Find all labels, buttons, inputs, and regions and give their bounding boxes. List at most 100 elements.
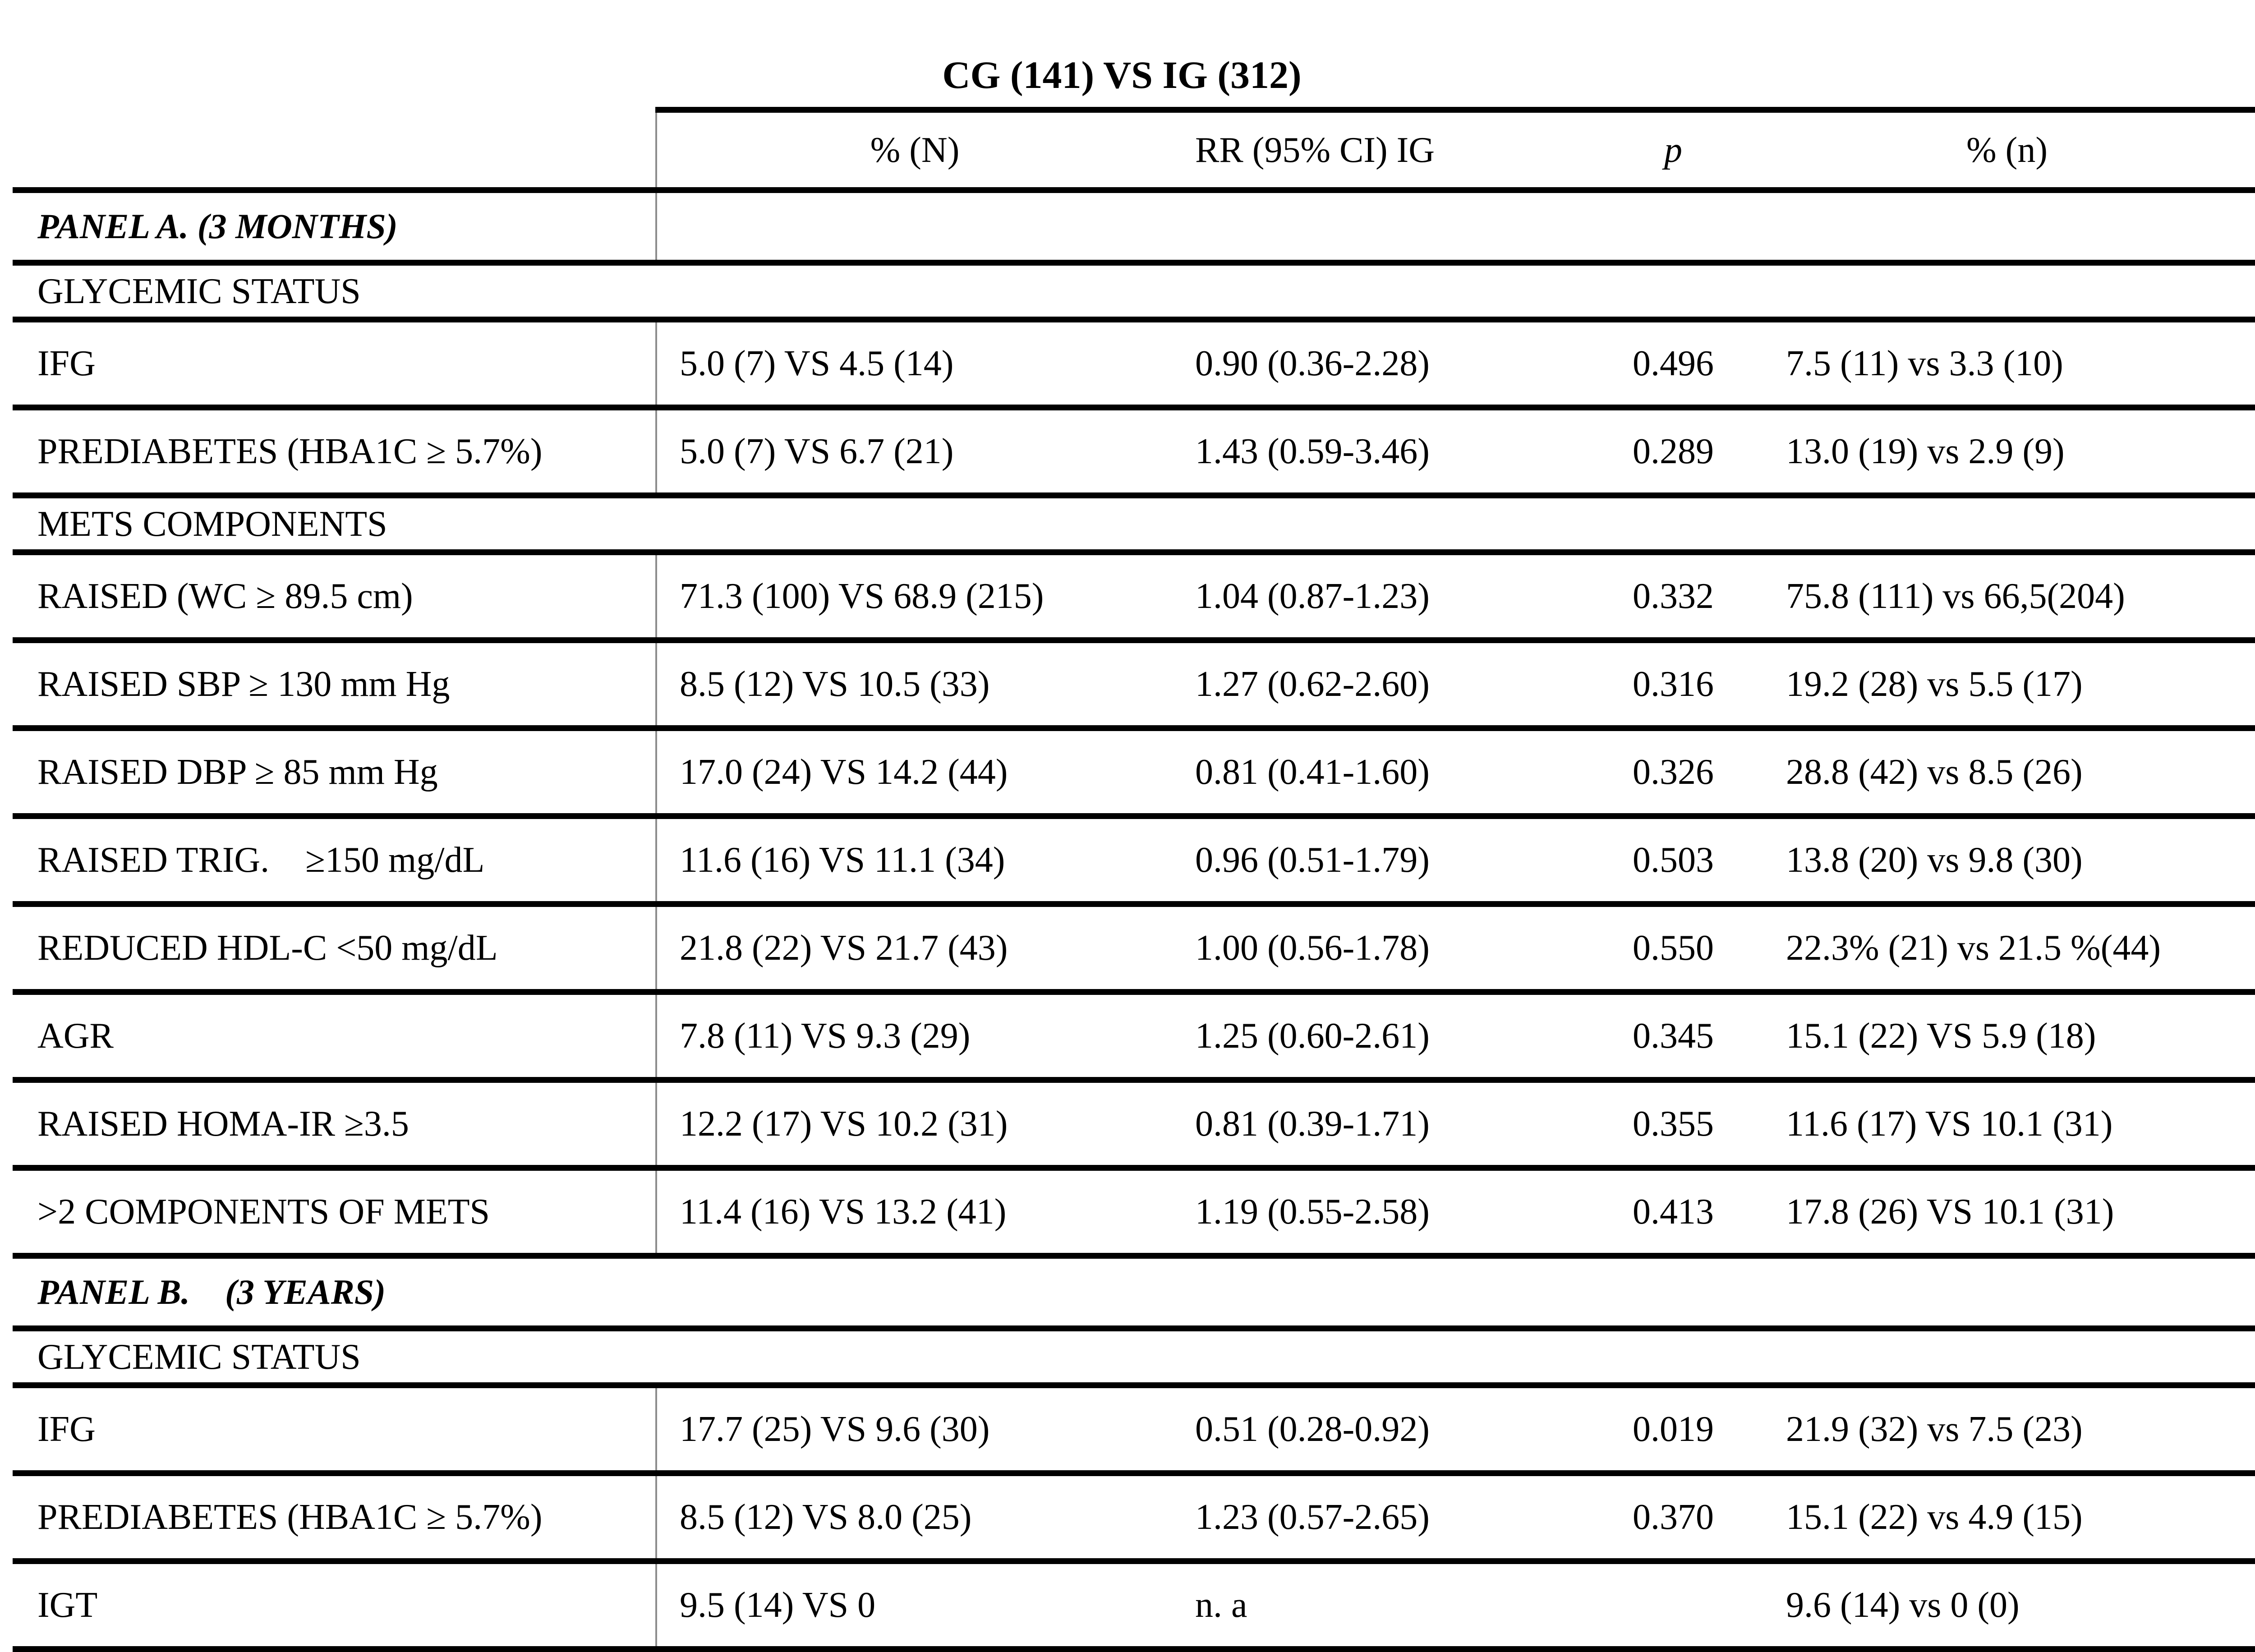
column-header-pct-n: % (N) xyxy=(655,110,1173,193)
column-header-row: % (N) RR (95% CI) IG p % (n) RR (95% CI)… xyxy=(13,110,2255,193)
row-label-cell: RAISED DBP ≥ 85 mm Hg xyxy=(13,728,656,819)
group-spacer xyxy=(1759,43,2255,113)
empty-span-cell xyxy=(656,495,2255,555)
rr-ci-cell: 0.81 (0.41-1.60) xyxy=(1173,728,1588,819)
row-label-cell: PREDIABETES (HBA1C ≥ 5.7%) xyxy=(13,1473,656,1564)
p-value-cell xyxy=(1588,1561,1759,1652)
percent-n-gdm-cell: 13.0 (19) vs 2.9 (9) xyxy=(1759,407,2255,498)
rr-ci-cell: 0.90 (0.36-2.28) xyxy=(1173,319,1588,410)
empty-span-cell xyxy=(656,262,2255,322)
rr-ci-cell: 1.23 (0.57-2.65) xyxy=(1173,1473,1588,1564)
row-label-cell: IFG xyxy=(13,1385,656,1476)
table-row: IFG 5.0 (7) VS 4.5 (14) 0.90 (0.36-2.28) 0.… xyxy=(13,319,2255,410)
comparison-table: CG (141) VS IG (312) GDM (146) VS NGT (3… xyxy=(13,43,2255,1652)
row-label-cell: >2 COMPONENTS OF METS xyxy=(13,1168,656,1259)
rr-ci-cell: n. a xyxy=(1173,1561,1588,1652)
table-row: AGR 7.8 (11) VS 9.3 (29) 1.25 (0.60-2.61) 0… xyxy=(13,992,2255,1083)
rr-ci-cell: 0.81 (0.39-1.71) xyxy=(1173,1080,1588,1171)
rr-ci-cell: 1.19 (0.55-2.58) xyxy=(1173,1168,1588,1259)
column-header-p-cg: p xyxy=(1588,110,1759,193)
percent-n-gdm-cell: 7.5 (11) vs 3.3 (10) xyxy=(1759,319,2255,410)
percent-n-cell: 71.3 (100) VS 68.9 (215) xyxy=(655,552,1173,643)
row-label-cell: RAISED HOMA-IR ≥3.5 xyxy=(13,1080,656,1171)
panel-label-cell: PANEL B. (3 YEARS) xyxy=(13,1256,656,1331)
p-value-cell: 0.503 xyxy=(1588,816,1759,907)
table-row: RAISED (WC ≥ 89.5 cm) 71.3 (100) VS 68.9 … xyxy=(13,552,2255,643)
percent-n-gdm-cell: 22.3% (21) vs 21.5 %(44) xyxy=(1759,904,2255,995)
results-table: CG (141) VS IG (312) GDM (146) VS NGT (3… xyxy=(13,43,2255,1652)
p-value-cell: 0.370 xyxy=(1588,1473,1759,1564)
percent-n-gdm-cell: 75.8 (111) vs 66,5(204) xyxy=(1759,552,2255,643)
rr-ci-cell: 1.04 (0.87-1.23) xyxy=(1173,552,1588,643)
panel-label-cell: PANEL A. (3 MONTHS) xyxy=(13,190,656,266)
table-row: RAISED SBP ≥ 130 mm Hg 8.5 (12) VS 10.5 (… xyxy=(13,640,2255,731)
empty-span-cell xyxy=(656,1256,2255,1331)
group-title-cg: CG (141) VS IG (312) xyxy=(656,43,1588,113)
p-value-cell: 0.345 xyxy=(1588,992,1759,1083)
percent-n-cell: 11.4 (16) VS 13.2 (41) xyxy=(655,1168,1173,1259)
table-row: RAISED DBP ≥ 85 mm Hg 17.0 (24) VS 14.2 (… xyxy=(13,728,2255,819)
row-label-cell: AGR xyxy=(13,992,656,1083)
percent-n-gdm-cell: 17.8 (26) VS 10.1 (31) xyxy=(1759,1168,2255,1259)
row-label-cell: RAISED (WC ≥ 89.5 cm) xyxy=(13,552,656,643)
table-row: GLYCEMIC STATUS xyxy=(13,1328,2255,1388)
table-row: PREDIABETES (HBA1C ≥ 5.7%) 5.0 (7) VS 6.7… xyxy=(13,407,2255,498)
percent-n-gdm-cell: 28.8 (42) vs 8.5 (26) xyxy=(1759,728,2255,819)
table-row: RAISED HOMA-IR ≥3.5 12.2 (17) VS 10.2 (31… xyxy=(13,1080,2255,1171)
rr-ci-cell: 1.00 (0.56-1.78) xyxy=(1173,904,1588,995)
percent-n-gdm-cell: 11.6 (17) VS 10.1 (31) xyxy=(1759,1080,2255,1171)
p-value-cell: 0.332 xyxy=(1588,552,1759,643)
rr-ci-cell: 1.43 (0.59-3.46) xyxy=(1173,407,1588,498)
percent-n-cell: 21.8 (22) VS 21.7 (43) xyxy=(655,904,1173,995)
p-value-cell: 0.550 xyxy=(1588,904,1759,995)
corner-cell xyxy=(13,43,656,110)
group-spacer xyxy=(1588,43,1759,113)
percent-n-cell: 9.5 (14) VS 0 xyxy=(655,1561,1173,1652)
percent-n-cell: 5.0 (7) VS 6.7 (21) xyxy=(655,407,1173,498)
percent-n-gdm-cell: 13.8 (20) vs 9.8 (30) xyxy=(1759,816,2255,907)
percent-n-cell: 8.5 (12) VS 8.0 (25) xyxy=(655,1473,1173,1564)
row-label-cell: REDUCED HDL-C <50 mg/dL xyxy=(13,904,656,995)
percent-n-gdm-cell: 19.2 (28) vs 5.5 (17) xyxy=(1759,640,2255,731)
section-label-cell: GLYCEMIC STATUS xyxy=(13,262,656,322)
table-row: REDUCED HDL-C <50 mg/dL 21.8 (22) VS 21.7… xyxy=(13,904,2255,995)
empty-span-cell xyxy=(655,190,2255,266)
table-row: IFG 17.7 (25) VS 9.6 (30) 0.51 (0.28-0.92)… xyxy=(13,1385,2255,1476)
percent-n-cell: 17.7 (25) VS 9.6 (30) xyxy=(655,1385,1173,1476)
percent-n-cell: 12.2 (17) VS 10.2 (31) xyxy=(655,1080,1173,1171)
percent-n-cell: 5.0 (7) VS 4.5 (14) xyxy=(655,319,1173,410)
column-header-empty xyxy=(13,110,656,193)
percent-n-gdm-cell: 21.9 (32) vs 7.5 (23) xyxy=(1759,1385,2255,1476)
percent-n-gdm-cell: 9.6 (14) vs 0 (0) xyxy=(1759,1561,2255,1652)
p-value-cell: 0.289 xyxy=(1588,407,1759,498)
column-header-pct-n-gdm: % (n) xyxy=(1759,110,2255,193)
row-label-cell: RAISED SBP ≥ 130 mm Hg xyxy=(13,640,656,731)
table-body: CG (141) VS IG (312) GDM (146) VS NGT (3… xyxy=(13,43,2255,1652)
p-value-cell: 0.496 xyxy=(1588,319,1759,410)
row-label-cell: IGT xyxy=(13,1561,656,1652)
p-value-cell: 0.019 xyxy=(1588,1385,1759,1476)
section-label-cell: GLYCEMIC STATUS xyxy=(13,1328,656,1388)
section-label-cell: METS COMPONENTS xyxy=(13,495,656,555)
table-row: PREDIABETES (HBA1C ≥ 5.7%) 8.5 (12) VS 8.… xyxy=(13,1473,2255,1564)
table-row: RAISED TRIG. ≥150 mg/dL 11.6 (16) VS 11.1… xyxy=(13,816,2255,907)
p-value-cell: 0.355 xyxy=(1588,1080,1759,1171)
table-row: METS COMPONENTS xyxy=(13,495,2255,555)
percent-n-cell: 8.5 (12) VS 10.5 (33) xyxy=(655,640,1173,731)
percent-n-cell: 7.8 (11) VS 9.3 (29) xyxy=(655,992,1173,1083)
empty-span-cell xyxy=(656,1328,2255,1388)
column-header-rr-ig: RR (95% CI) IG xyxy=(1173,110,1588,193)
percent-n-gdm-cell: 15.1 (22) VS 5.9 (18) xyxy=(1759,992,2255,1083)
percent-n-gdm-cell: 15.1 (22) vs 4.9 (15) xyxy=(1759,1473,2255,1564)
row-label-cell: PREDIABETES (HBA1C ≥ 5.7%) xyxy=(13,407,656,498)
rr-ci-cell: 0.51 (0.28-0.92) xyxy=(1173,1385,1588,1476)
group-header-row: CG (141) VS IG (312) GDM (146) VS NGT (3… xyxy=(13,43,2255,113)
p-value-cell: 0.326 xyxy=(1588,728,1759,819)
percent-n-cell: 11.6 (16) VS 11.1 (34) xyxy=(655,816,1173,907)
p-value-cell: 0.316 xyxy=(1588,640,1759,731)
rr-ci-cell: 1.27 (0.62-2.60) xyxy=(1173,640,1588,731)
table-row: PANEL B. (3 YEARS) xyxy=(13,1256,2255,1331)
row-label-cell: IFG xyxy=(13,319,656,410)
row-label-cell: RAISED TRIG. ≥150 mg/dL xyxy=(13,816,656,907)
